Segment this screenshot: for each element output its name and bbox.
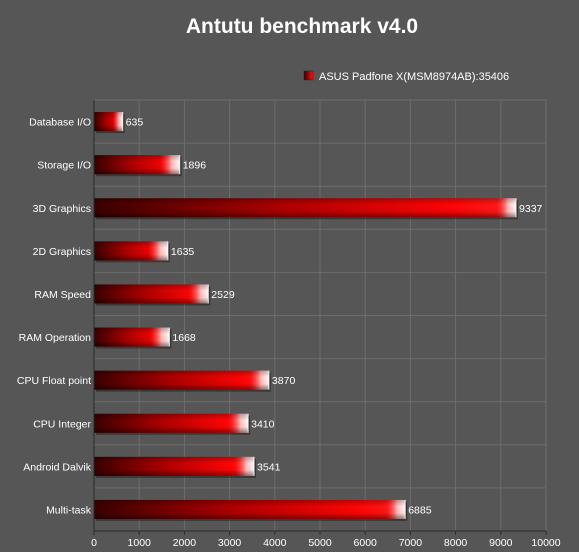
x-tick-label: 5000 <box>308 537 332 549</box>
x-tick-label: 10000 <box>531 537 560 549</box>
labels: 635 Database I/O 1896 Storage I/O 9337 3D Gra… <box>17 117 543 517</box>
x-tick-label: 3000 <box>218 537 242 549</box>
bar-shading <box>94 155 180 175</box>
data-label: 3541 <box>257 461 281 473</box>
bar-shading <box>94 413 249 433</box>
x-tick-label: 0 <box>91 537 97 549</box>
data-label: 6885 <box>408 504 432 516</box>
bar-group <box>94 284 211 306</box>
chart-title: Antutu benchmark v4.0 <box>186 15 418 38</box>
x-tick-label: 2000 <box>173 537 197 549</box>
bar-group <box>94 155 182 177</box>
category-label: 2D Graphics <box>33 246 91 258</box>
data-label: 1896 <box>183 160 207 172</box>
category-label: 3D Graphics <box>33 203 91 215</box>
data-label: 635 <box>126 117 144 129</box>
category-label: CPU Float point <box>17 375 91 387</box>
category-label: Database I/O <box>29 117 91 129</box>
legend: ASUS Padfone X(MSM8974AB):35406 <box>303 70 509 83</box>
data-label: 1668 <box>172 332 196 344</box>
x-tick-label: 8000 <box>444 537 468 549</box>
x-tick-label: 1000 <box>128 537 152 549</box>
x-tick-label: 4000 <box>263 537 287 549</box>
bar-shading <box>94 370 269 390</box>
category-label: Android Dalvik <box>23 461 91 473</box>
bar-group <box>94 241 170 263</box>
bar-group <box>94 456 257 478</box>
bar-shading <box>94 499 406 519</box>
bar-group <box>94 327 172 349</box>
legend-swatch <box>303 70 314 81</box>
bars <box>94 112 519 521</box>
bar-group <box>94 198 519 220</box>
bar-shading <box>94 198 517 218</box>
x-tick-label: 7000 <box>399 537 423 549</box>
category-label: CPU Integer <box>33 418 91 430</box>
category-label: Multi-task <box>46 504 92 516</box>
data-label: 9337 <box>519 203 543 215</box>
category-label: RAM Speed <box>34 289 91 301</box>
data-label: 3410 <box>251 418 275 430</box>
bar-shading <box>94 456 255 476</box>
axes: 0 1000 2000 3000 4000 5000 6000 7000 8000 9000 100… <box>91 100 561 549</box>
x-tick-label: 9000 <box>489 537 513 549</box>
bar-shading <box>94 241 168 261</box>
x-tick-label: 6000 <box>354 537 378 549</box>
data-label: 1635 <box>171 246 195 258</box>
bar-shading <box>94 327 170 347</box>
category-label: Storage I/O <box>37 160 91 172</box>
legend-label: ASUS Padfone X(MSM8974AB):35406 <box>319 71 509 83</box>
bar-group <box>94 499 408 521</box>
data-label: 2529 <box>211 289 235 301</box>
bar-shading <box>94 284 209 304</box>
bar-shading <box>94 112 123 132</box>
bar-group <box>94 370 271 392</box>
data-label: 3870 <box>272 375 296 387</box>
bar-group <box>94 413 251 435</box>
category-label: RAM Operation <box>19 332 92 344</box>
bar-group <box>94 112 125 134</box>
